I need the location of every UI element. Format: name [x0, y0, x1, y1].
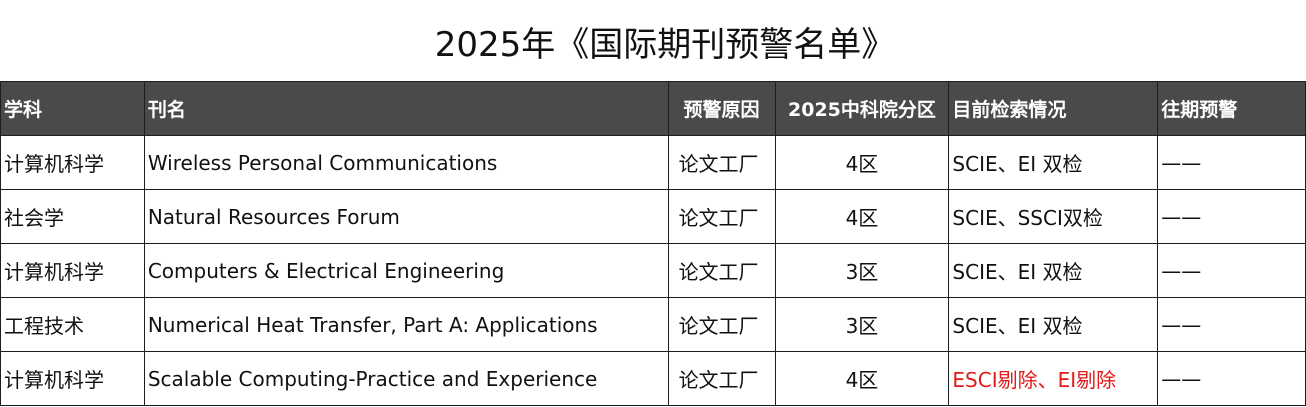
cell-reason[interactable]: 论文工厂	[667, 297, 776, 352]
header-subject[interactable]: 学科	[0, 81, 145, 136]
cell-past-warning[interactable]: ——	[1157, 189, 1306, 244]
cell-zone[interactable]: 4区	[774, 351, 950, 406]
journal-warning-table: 学科 刊名 预警原因 2025中科院分区 目前检索情况 往期预警 计算机科学 W…	[0, 81, 1306, 406]
cell-index-status[interactable]: SCIE、EI 双检	[948, 243, 1159, 298]
table-row: 社会学 Natural Resources Forum 论文工厂 4区 SCIE…	[0, 189, 1306, 244]
cell-subject[interactable]: 计算机科学	[0, 243, 145, 298]
cell-past-warning[interactable]: ——	[1157, 243, 1306, 298]
header-zone[interactable]: 2025中科院分区	[774, 81, 950, 136]
table-row: 计算机科学 Wireless Personal Communications 论…	[0, 135, 1306, 190]
header-past-warning[interactable]: 往期预警	[1157, 81, 1306, 136]
cell-index-status[interactable]: SCIE、EI 双检	[948, 135, 1159, 190]
cell-zone[interactable]: 4区	[774, 189, 950, 244]
table-row: 工程技术 Numerical Heat Transfer, Part A: Ap…	[0, 297, 1306, 352]
cell-journal[interactable]: Natural Resources Forum	[143, 189, 669, 244]
table-header-row: 学科 刊名 预警原因 2025中科院分区 目前检索情况 往期预警	[0, 81, 1306, 136]
cell-zone[interactable]: 3区	[774, 243, 950, 298]
cell-reason[interactable]: 论文工厂	[667, 135, 776, 190]
cell-reason[interactable]: 论文工厂	[667, 351, 776, 406]
header-reason[interactable]: 预警原因	[667, 81, 776, 136]
table-row: 计算机科学 Computers & Electrical Engineering…	[0, 243, 1306, 298]
cell-reason[interactable]: 论文工厂	[667, 243, 776, 298]
cell-zone[interactable]: 4区	[774, 135, 950, 190]
cell-index-status[interactable]: SCIE、EI 双检	[948, 297, 1159, 352]
cell-journal[interactable]: Computers & Electrical Engineering	[143, 243, 669, 298]
cell-subject[interactable]: 社会学	[0, 189, 145, 244]
cell-index-status[interactable]: SCIE、SSCI双检	[948, 189, 1159, 244]
cell-journal[interactable]: Scalable Computing-Practice and Experien…	[143, 351, 669, 406]
page-title: 2025年《国际期刊预警名单》	[434, 24, 896, 65]
cell-subject[interactable]: 工程技术	[0, 297, 145, 352]
cell-past-warning[interactable]: ——	[1157, 135, 1306, 190]
cell-past-warning[interactable]: ——	[1157, 351, 1306, 406]
cell-subject[interactable]: 计算机科学	[0, 135, 145, 190]
header-journal[interactable]: 刊名	[143, 81, 669, 136]
header-index-status[interactable]: 目前检索情况	[948, 81, 1159, 136]
table-row: 计算机科学 Scalable Computing-Practice and Ex…	[0, 351, 1306, 406]
cell-reason[interactable]: 论文工厂	[667, 189, 776, 244]
cell-subject[interactable]: 计算机科学	[0, 351, 145, 406]
cell-zone[interactable]: 3区	[774, 297, 950, 352]
cell-journal[interactable]: Numerical Heat Transfer, Part A: Applica…	[143, 297, 669, 352]
cell-journal[interactable]: Wireless Personal Communications	[143, 135, 669, 190]
cell-index-status-removed[interactable]: ESCI剔除、EI剔除	[948, 351, 1159, 406]
cell-past-warning[interactable]: ——	[1157, 297, 1306, 352]
